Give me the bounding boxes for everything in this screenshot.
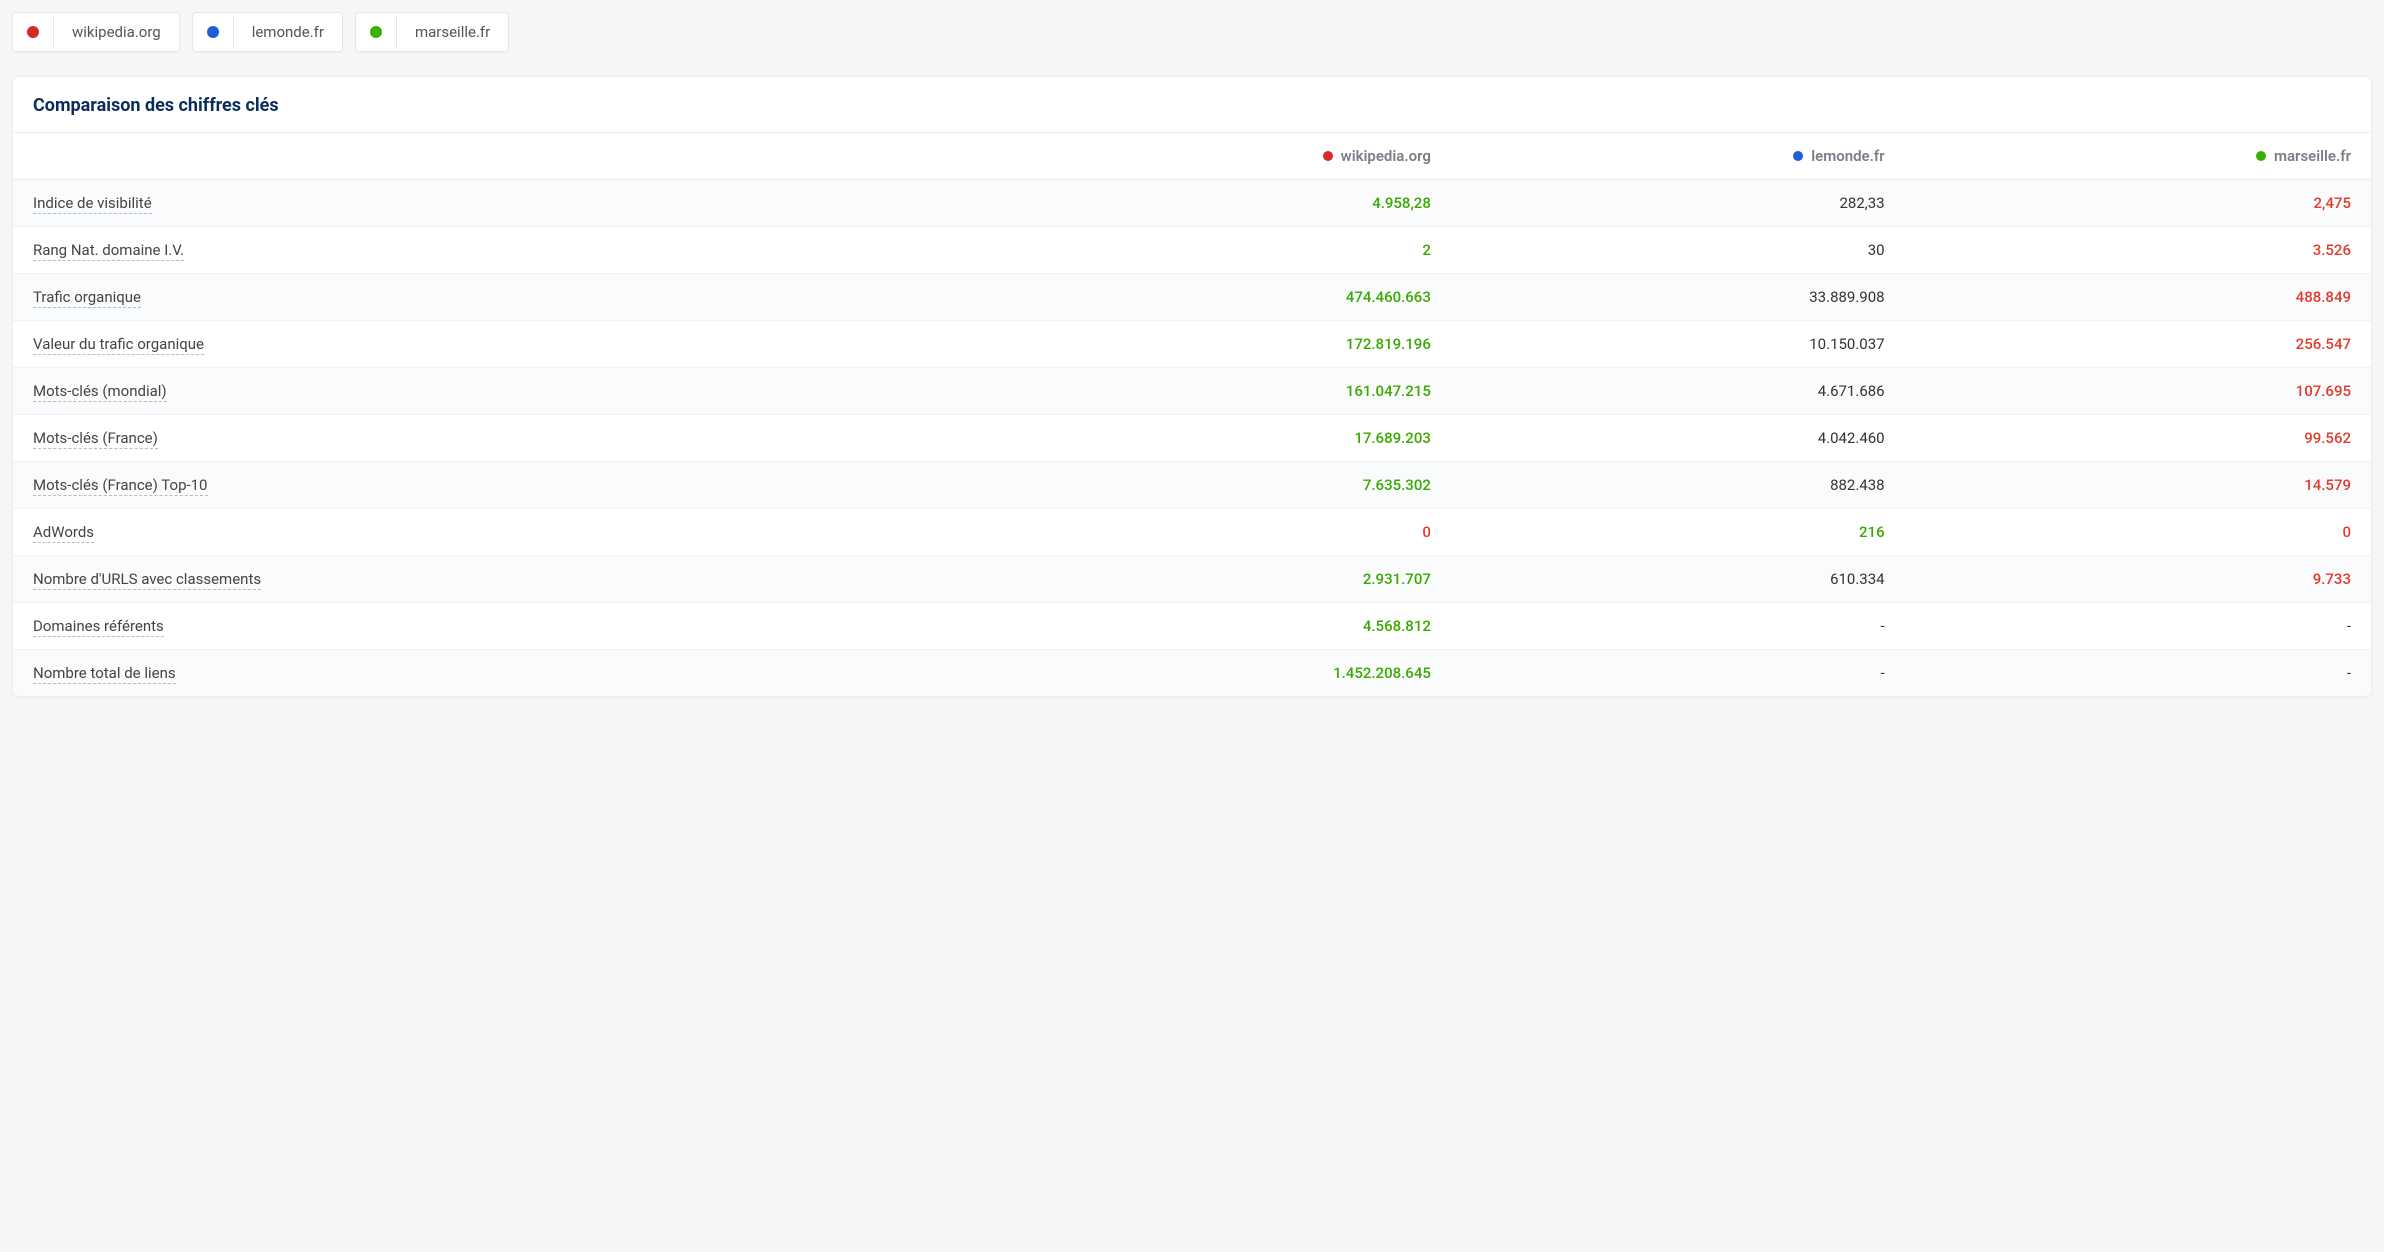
metric-cell: Mots-clés (France) (13, 415, 939, 462)
col-header-metric (13, 133, 939, 180)
value-cell-domain2: 282,33 (1451, 180, 1905, 227)
table-row: Trafic organique 474.460.66333.889.908488… (13, 274, 2371, 321)
dot-icon (207, 26, 219, 38)
table-row: Valeur du trafic organique 172.819.19610.… (13, 321, 2371, 368)
table-row: AdWords 02160 (13, 509, 2371, 556)
card-title: Comparaison des chiffres clés (13, 77, 2371, 132)
value-cell-domain1: 1.452.208.645 (939, 650, 1451, 697)
table-row: Mots-clés (France) Top-10 7.635.302882.43… (13, 462, 2371, 509)
value-cell-domain3: 2,475 (1905, 180, 2371, 227)
metric-cell: AdWords (13, 509, 939, 556)
value-cell-domain3: 107.695 (1905, 368, 2371, 415)
value-cell-domain2: - (1451, 603, 1905, 650)
col-header-domain3: marseille.fr (1905, 133, 2371, 180)
value-cell-domain2: 30 (1451, 227, 1905, 274)
value-cell-domain3: 9.733 (1905, 556, 2371, 603)
value-cell-domain2: 882.438 (1451, 462, 1905, 509)
col-header-domain1: wikipedia.org (939, 133, 1451, 180)
legend-label: marseille.fr (397, 13, 508, 51)
metric-cell: Indice de visibilité (13, 180, 939, 227)
legend-item-domain1[interactable]: wikipedia.org (12, 12, 180, 52)
metric-label[interactable]: Nombre d'URLS avec classements (33, 570, 261, 590)
value-cell-domain3: - (1905, 650, 2371, 697)
metric-label[interactable]: Mots-clés (France) Top-10 (33, 476, 208, 496)
metric-label[interactable]: Trafic organique (33, 288, 141, 308)
metric-label[interactable]: Domaines référents (33, 617, 164, 637)
value-cell-domain1: 474.460.663 (939, 274, 1451, 321)
table-row: Rang Nat. domaine I.V. 2303.526 (13, 227, 2371, 274)
value-cell-domain3: 0 (1905, 509, 2371, 556)
metric-label[interactable]: Valeur du trafic organique (33, 335, 204, 355)
dot-icon (2256, 151, 2266, 161)
value-cell-domain3: - (1905, 603, 2371, 650)
dot-icon (27, 26, 39, 38)
value-cell-domain3: 3.526 (1905, 227, 2371, 274)
legend-label: wikipedia.org (54, 13, 179, 51)
table-row: Mots-clés (mondial) 161.047.2154.671.6861… (13, 368, 2371, 415)
metric-label[interactable]: Rang Nat. domaine I.V. (33, 241, 184, 261)
value-cell-domain3: 256.547 (1905, 321, 2371, 368)
table-row: Nombre total de liens1.452.208.645-- (13, 650, 2371, 697)
value-cell-domain2: 610.334 (1451, 556, 1905, 603)
dot-icon (1793, 151, 1803, 161)
dot-icon (370, 26, 382, 38)
value-cell-domain1: 7.635.302 (939, 462, 1451, 509)
metric-label[interactable]: AdWords (33, 523, 94, 543)
value-cell-domain1: 161.047.215 (939, 368, 1451, 415)
value-cell-domain3: 14.579 (1905, 462, 2371, 509)
metric-cell: Mots-clés (mondial) (13, 368, 939, 415)
value-cell-domain2: 33.889.908 (1451, 274, 1905, 321)
legend-row: wikipedia.org lemonde.fr marseille.fr (12, 12, 2372, 52)
value-cell-domain2: 216 (1451, 509, 1905, 556)
value-cell-domain3: 99.562 (1905, 415, 2371, 462)
metric-label[interactable]: Indice de visibilité (33, 194, 152, 214)
value-cell-domain1: 4.958,28 (939, 180, 1451, 227)
value-cell-domain2: 4.671.686 (1451, 368, 1905, 415)
legend-item-domain2[interactable]: lemonde.fr (192, 12, 343, 52)
value-cell-domain2: 10.150.037 (1451, 321, 1905, 368)
table-body: Indice de visibilité4.958,28282,332,475R… (13, 180, 2371, 697)
key-figures-card: Comparaison des chiffres clés wikipedia.… (12, 76, 2372, 697)
dot-icon (1323, 151, 1333, 161)
value-cell-domain1: 2 (939, 227, 1451, 274)
metric-cell: Nombre d'URLS avec classements (13, 556, 939, 603)
metric-cell: Domaines référents (13, 603, 939, 650)
table-row: Domaines référents4.568.812-- (13, 603, 2371, 650)
value-cell-domain1: 4.568.812 (939, 603, 1451, 650)
table-row: Nombre d'URLS avec classements 2.931.7076… (13, 556, 2371, 603)
value-cell-domain2: - (1451, 650, 1905, 697)
col-header-label: wikipedia.org (1341, 147, 1431, 165)
metric-cell: Mots-clés (France) Top-10 (13, 462, 939, 509)
table-row: Mots-clés (France) 17.689.2034.042.46099.… (13, 415, 2371, 462)
metric-label[interactable]: Mots-clés (France) (33, 429, 158, 449)
metric-cell: Nombre total de liens (13, 650, 939, 697)
legend-dot-wrap (356, 16, 397, 48)
table-header-row: wikipedia.org lemonde.fr marseille.fr (13, 133, 2371, 180)
col-header-label: lemonde.fr (1811, 147, 1884, 165)
key-figures-table: wikipedia.org lemonde.fr marseille.fr (13, 132, 2371, 696)
metric-cell: Valeur du trafic organique (13, 321, 939, 368)
metric-label[interactable]: Mots-clés (mondial) (33, 382, 167, 402)
value-cell-domain1: 0 (939, 509, 1451, 556)
value-cell-domain1: 17.689.203 (939, 415, 1451, 462)
legend-item-domain3[interactable]: marseille.fr (355, 12, 509, 52)
value-cell-domain3: 488.849 (1905, 274, 2371, 321)
metric-cell: Rang Nat. domaine I.V. (13, 227, 939, 274)
value-cell-domain2: 4.042.460 (1451, 415, 1905, 462)
legend-dot-wrap (13, 16, 54, 48)
metric-cell: Trafic organique (13, 274, 939, 321)
value-cell-domain1: 172.819.196 (939, 321, 1451, 368)
value-cell-domain1: 2.931.707 (939, 556, 1451, 603)
col-header-domain2: lemonde.fr (1451, 133, 1905, 180)
legend-dot-wrap (193, 16, 234, 48)
legend-label: lemonde.fr (234, 13, 342, 51)
col-header-label: marseille.fr (2274, 147, 2351, 165)
metric-label[interactable]: Nombre total de liens (33, 664, 176, 684)
table-row: Indice de visibilité 4.958,28282,332,475 (13, 180, 2371, 227)
